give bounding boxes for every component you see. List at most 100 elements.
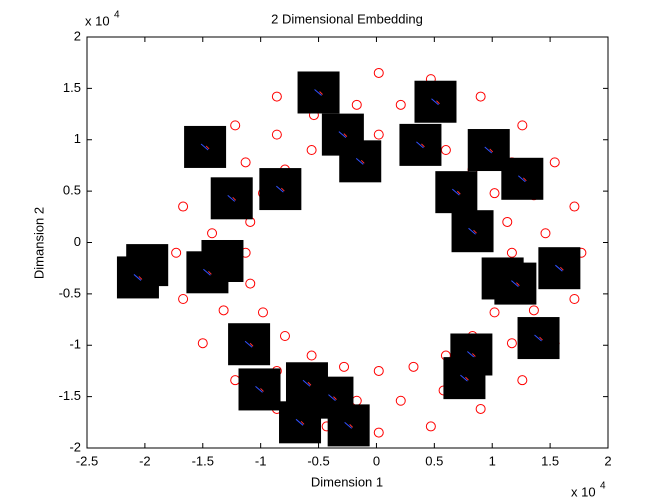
point (506, 338, 517, 349)
point (197, 338, 208, 349)
thumbnail-stroke (452, 188, 460, 196)
x-tick-label: 0 (373, 453, 380, 468)
thumbnail-stroke (555, 264, 563, 272)
thumbnail-stroke (465, 376, 469, 381)
point (517, 375, 528, 386)
point (351, 99, 362, 110)
point (240, 157, 251, 168)
point (475, 403, 486, 414)
y-tick-label: -1 (69, 337, 81, 352)
thumbnail-stroke (517, 175, 526, 183)
point (279, 331, 290, 342)
x-tick-label: 1 (489, 453, 496, 468)
point (569, 201, 580, 212)
y-tick-label: -1.5 (59, 388, 81, 403)
thumbnail-stroke (355, 157, 364, 165)
x-tick-label: 0.5 (425, 453, 443, 468)
point (489, 307, 500, 318)
thumbnail-stroke (416, 141, 424, 149)
thumbnail-stroke (489, 148, 494, 153)
point (528, 305, 539, 316)
thumbnail-stroke (431, 98, 439, 106)
thumbnail-stroke (260, 388, 264, 392)
x-tick-label: -1.5 (192, 453, 214, 468)
point (257, 307, 268, 318)
thumbnail-stroke (138, 276, 143, 280)
point (408, 361, 419, 372)
thumbnail-stroke (319, 91, 323, 95)
point (475, 91, 486, 102)
y-tick-label: 1.5 (63, 80, 81, 95)
thumbnail-stroke (484, 146, 493, 154)
thumbnail-stroke (468, 227, 476, 235)
point (230, 120, 241, 131)
thumbnail-stroke (460, 374, 468, 382)
thumbnail-stroke (133, 274, 142, 281)
thumbnail-stroke (343, 133, 348, 137)
point (306, 350, 317, 361)
y-multiplier-power: 4 (114, 10, 120, 21)
thumbnail-stroke (473, 229, 477, 234)
point (569, 294, 580, 305)
thumbnail-stroke (200, 143, 209, 151)
point (306, 145, 317, 156)
point (373, 427, 384, 438)
x-tick-label: -2 (139, 453, 151, 468)
thumbnail-stroke (467, 351, 475, 358)
x-tick-label: -0.5 (307, 453, 329, 468)
y-tick-label: 1 (74, 131, 81, 146)
thumbnail-stroke (300, 420, 305, 425)
thumbnail-stroke (472, 353, 476, 357)
point (171, 247, 182, 258)
thumbnail-stroke (333, 396, 337, 401)
point (245, 278, 256, 289)
point (506, 247, 517, 258)
thumbnail-stroke (280, 187, 285, 192)
point (373, 365, 384, 376)
thumbnail-stroke (344, 422, 352, 429)
thumbnail-stroke (276, 185, 284, 193)
thumbnail-stroke (295, 418, 304, 426)
thumbnail-stroke (338, 131, 347, 138)
point (271, 91, 282, 102)
x-axis-label: Dimension 1 (311, 474, 383, 489)
y-tick-label: 0.5 (63, 183, 81, 198)
thumbnail-stroke (255, 386, 263, 393)
point (373, 67, 384, 78)
point (218, 305, 229, 316)
point (540, 228, 551, 239)
thumbnail-stroke (436, 100, 440, 105)
point (549, 157, 560, 168)
thumbnail-stroke (456, 190, 461, 195)
thumbnail-stroke (516, 282, 520, 286)
thumbnail-group (116, 71, 581, 447)
x-multiplier-base: x 10 (571, 484, 596, 499)
thumbnail-stroke (203, 268, 211, 276)
point (489, 188, 500, 199)
thumbnail-stroke (208, 270, 212, 275)
point (178, 201, 189, 212)
thumbnail-stroke (314, 89, 322, 96)
x-tick-label: 2 (604, 453, 611, 468)
point (395, 395, 406, 406)
thumbnail-stroke (349, 424, 354, 428)
thumbnail-stroke (249, 342, 254, 347)
x-multiplier-power: 4 (600, 481, 606, 492)
point (373, 129, 384, 140)
point (502, 216, 513, 227)
point (395, 99, 406, 110)
y-tick-label: 0 (74, 234, 81, 249)
thumbnail-stroke (302, 379, 311, 387)
x-tick-label: 1.5 (541, 453, 559, 468)
thumbnail-stroke (328, 394, 336, 402)
thumbnail-stroke (205, 145, 210, 150)
chart-title: 2 Dimensional Embedding (271, 11, 423, 26)
thumbnail-stroke (360, 159, 365, 164)
thumbnail-stroke (560, 266, 564, 271)
thumbnail-stroke (539, 336, 543, 341)
point (178, 294, 189, 305)
y-multiplier-base: x 10 (85, 13, 110, 28)
y-tick-label: -2 (69, 439, 81, 454)
